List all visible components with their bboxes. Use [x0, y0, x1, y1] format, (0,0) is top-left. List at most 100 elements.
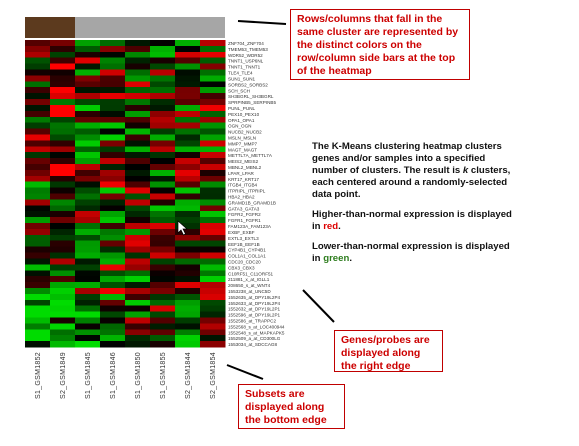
column-side-bar: [25, 17, 225, 38]
heatmap-cell: [150, 158, 176, 165]
description-text: clusters, each centered around a randoml…: [312, 165, 511, 200]
heatmap-cell: [100, 75, 126, 82]
heatmap-cell: [25, 134, 51, 141]
description-text: .: [338, 221, 341, 232]
heatmap-cell: [200, 323, 226, 330]
heatmap-cell: [25, 311, 51, 318]
heatmap-cell: [100, 252, 126, 259]
heatmap-cell: [150, 128, 176, 135]
heatmap-cell: [200, 45, 226, 53]
heatmap-cell: [150, 205, 176, 212]
heatmap-cell: [125, 75, 151, 82]
heatmap-cell: [150, 169, 176, 177]
red-word: red: [323, 221, 339, 232]
heatmap-cell: [75, 276, 101, 283]
heatmap-cell: [175, 234, 201, 242]
heatmap-cell: [50, 163, 76, 171]
heatmap-cell: [25, 252, 51, 259]
heatmap-cell: [75, 193, 101, 200]
description-para-3: Lower-than-normal expression is displaye…: [312, 241, 517, 265]
heatmap-cell: [25, 104, 51, 112]
heatmap-cell: [50, 63, 76, 70]
gene-label: TLE4_TLE4: [228, 71, 253, 76]
heatmap-cell: [25, 122, 51, 129]
heatmap-cell: [25, 93, 51, 100]
gene-label: 1552586_at_TRAPPC2: [228, 319, 276, 324]
heatmap-cell: [125, 122, 151, 129]
gene-labels: ZNF704_ZNF704TMEM53_TMEM53WDR52_WDR52TNN…: [228, 41, 285, 347]
heatmap-cell: [25, 40, 51, 47]
heatmap-cell: [75, 246, 101, 253]
heatmap-cell: [175, 81, 201, 88]
heatmap-cell: [75, 146, 101, 153]
heatmap-cell: [75, 87, 101, 94]
gene-label: PEX10_PEX10: [228, 112, 260, 117]
gene-label: TMEM53_TMEM53: [228, 47, 268, 52]
heatmap-cell: [50, 282, 76, 289]
heatmap-cell: [175, 240, 201, 247]
gene-label: ZNF704_ZNF704: [228, 41, 264, 46]
heatmap-cell: [25, 299, 51, 306]
heatmap-cell: [75, 223, 101, 230]
heatmap-cell: [150, 317, 176, 324]
heatmap-cell: [50, 169, 76, 177]
gene-label: HBA2_HBA2: [228, 195, 255, 200]
heatmap-cell: [125, 81, 151, 88]
heatmap-cell: [150, 228, 176, 236]
gene-label: 1552633_at_DPY19L2P4: [228, 301, 281, 306]
heatmap-cell: [200, 329, 226, 336]
heatmap-cell: [150, 63, 176, 70]
heatmap-cell: [100, 175, 126, 182]
heatmap-cell: [50, 181, 76, 188]
heatmap-cell: [75, 158, 101, 165]
side-bar-segment: [75, 17, 225, 38]
heatmap-cell: [100, 329, 126, 336]
heatmap-cell: [100, 45, 126, 53]
heatmap-cell: [25, 276, 51, 283]
gene-label: C10RF51_C11ORF51: [228, 271, 274, 276]
heatmap-cell: [75, 317, 101, 324]
sample-label: S2_GSM1849: [60, 352, 67, 399]
gene-label: FAM123A_FAM123A: [228, 224, 272, 229]
heatmap-cell: [175, 211, 201, 218]
heatmap-cell: [150, 122, 176, 129]
heatmap-cell: [75, 163, 101, 171]
heatmap-cell: [200, 240, 226, 247]
heatmap-cell: [200, 122, 226, 129]
heatmap-cell: [50, 87, 76, 94]
gene-label: EEF1B_EEF1B: [228, 242, 260, 247]
heatmap-cell: [75, 63, 101, 70]
gene-label: OPA1_OPA1: [228, 118, 255, 123]
heatmap-cell: [175, 134, 201, 141]
heatmap-cell: [50, 116, 76, 123]
heatmap-cell: [125, 116, 151, 123]
heatmap-cell: [75, 282, 101, 289]
heatmap-cell: [175, 75, 201, 82]
heatmap-cell: [75, 258, 101, 265]
heatmap-cell: [150, 311, 176, 318]
heatmap-cell: [50, 228, 76, 236]
heatmap-cell: [50, 246, 76, 253]
heatmap-cell: [75, 99, 101, 106]
heatmap-cell: [25, 205, 51, 212]
heatmap-cell: [200, 228, 226, 236]
heatmap-cell: [125, 270, 151, 277]
heatmap-cell: [125, 104, 151, 112]
heatmap-cell: [100, 317, 126, 324]
heatmap-cell: [25, 323, 51, 330]
heatmap-cell: [150, 252, 176, 259]
heatmap-cell: [125, 45, 151, 53]
heatmap-cell: [125, 329, 151, 336]
heatmap-cell: [125, 152, 151, 159]
gene-label: SUN1_SUN1: [228, 76, 256, 81]
heatmap-cell: [50, 258, 76, 265]
heatmap-cell: [125, 181, 151, 188]
heatmap-cell: [125, 69, 151, 76]
heatmap-cell: [100, 140, 126, 147]
heatmap-cell: [75, 128, 101, 135]
heatmap-cell: [75, 104, 101, 112]
heatmap-cell: [75, 110, 101, 118]
heatmap-cell: [150, 57, 176, 64]
heatmap-cell: [75, 240, 101, 247]
heatmap-cell: [75, 270, 101, 277]
